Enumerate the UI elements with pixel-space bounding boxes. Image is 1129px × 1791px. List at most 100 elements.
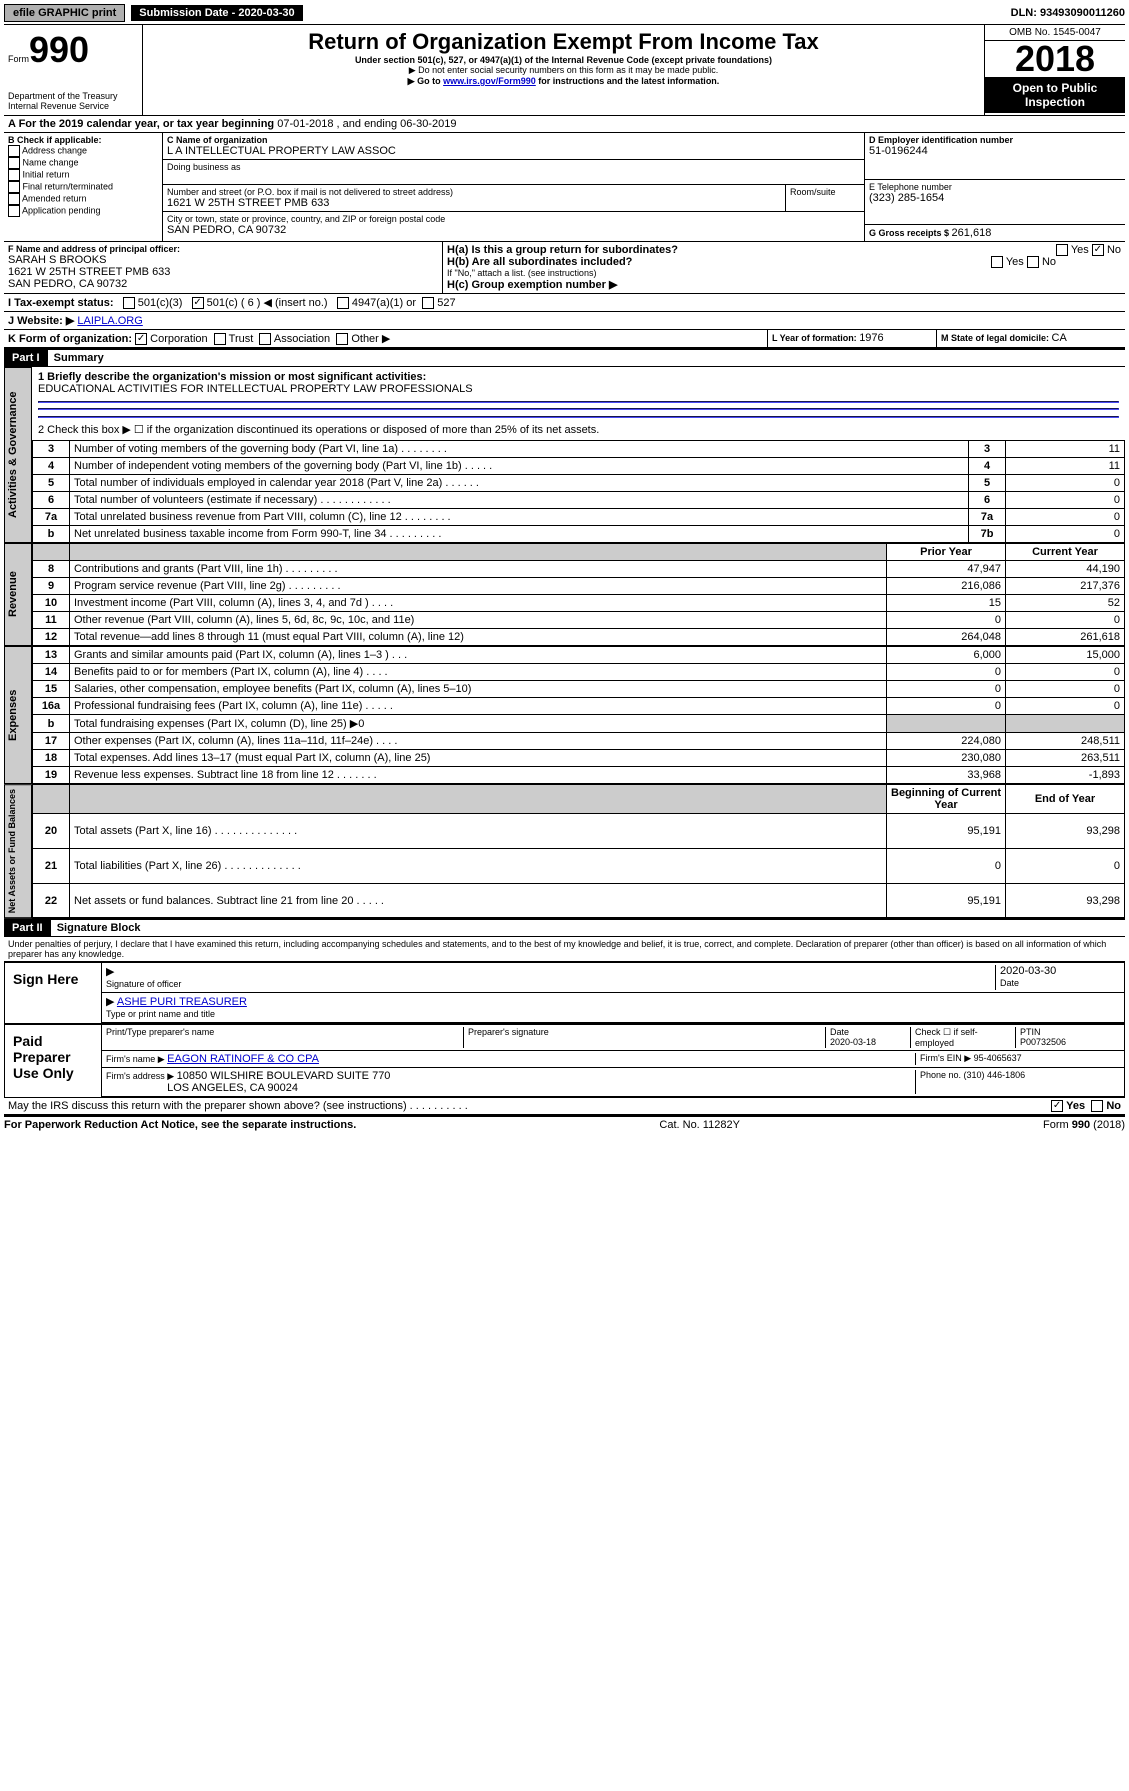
i-c3-check[interactable]	[123, 297, 135, 309]
table-row: bNet unrelated business taxable income f…	[33, 526, 1125, 543]
c-addr-label: Number and street (or P.O. box if mail i…	[167, 187, 781, 197]
boxb-item[interactable]: Initial return	[8, 169, 158, 181]
paid-label: Paid Preparer Use Only	[5, 1025, 102, 1097]
firm-addr2: LOS ANGELES, CA 90024	[167, 1082, 298, 1094]
footer-left: For Paperwork Reduction Act Notice, see …	[4, 1119, 356, 1131]
header-center: Return of Organization Exempt From Incom…	[143, 25, 984, 115]
firm-name-label: Firm's name ▶	[106, 1054, 167, 1064]
firm-name-link[interactable]: EAGON RATINOFF & CO CPA	[167, 1053, 319, 1065]
form-id-box: Form990 Department of the Treasury Inter…	[4, 25, 143, 115]
table-row: 7aTotal unrelated business revenue from …	[33, 509, 1125, 526]
part1-body: Activities & Governance 1 Briefly descri…	[4, 367, 1125, 543]
f-addr1: 1621 W 25TH STREET PMB 633	[8, 266, 438, 278]
website-link[interactable]: LAIPLA.ORG	[77, 315, 142, 327]
k-other-check[interactable]	[336, 333, 348, 345]
j-row: J Website: ▶ LAIPLA.ORG	[4, 312, 1125, 330]
prep-date-label: Date	[830, 1027, 849, 1037]
gov-label: Activities & Governance	[4, 367, 32, 543]
hb-yes-check[interactable]	[991, 256, 1003, 268]
d-val: 51-0196244	[869, 145, 1121, 157]
sign-here-block: Sign Here ▶Signature of officer 2020-03-…	[4, 961, 1125, 1024]
sig-officer-label: Signature of officer	[106, 979, 181, 989]
klm-row: K Form of organization: ✓ Corporation Tr…	[4, 330, 1125, 348]
k-label: K Form of organization:	[8, 333, 132, 345]
prep-date: 2020-03-18	[830, 1037, 876, 1047]
sub3-post: for instructions and the latest informat…	[536, 76, 720, 86]
part2-header: Part II Signature Block	[4, 918, 1125, 937]
ha-label: H(a) Is this a group return for subordin…	[447, 244, 678, 256]
form990-link[interactable]: www.irs.gov/Form990	[443, 76, 536, 86]
discuss-row: May the IRS discuss this return with the…	[4, 1098, 1125, 1115]
g-label: G Gross receipts $	[869, 228, 952, 238]
d-label: D Employer identification number	[869, 135, 1121, 145]
line1-val: EDUCATIONAL ACTIVITIES FOR INTELLECTUAL …	[38, 383, 1119, 395]
table-row: 18Total expenses. Add lines 13–17 (must …	[33, 750, 1125, 767]
part2-title: Signature Block	[57, 922, 141, 934]
k-trust-check[interactable]	[214, 333, 226, 345]
e-label: E Telephone number	[869, 182, 1121, 192]
sub3: ▶ Go to www.irs.gov/Form990 for instruct…	[147, 76, 980, 87]
i-row: I Tax-exempt status: 501(c)(3) ✓ 501(c) …	[4, 294, 1125, 312]
c-name: L A INTELLECTUAL PROPERTY LAW ASSOC	[167, 145, 860, 157]
i-c: 501(c) ( 6 ) ◀ (insert no.)	[207, 297, 328, 309]
boxb-item[interactable]: Application pending	[8, 205, 158, 217]
dln: DLN: 93493090011260	[1011, 7, 1125, 19]
ha-yes-check[interactable]	[1056, 244, 1068, 256]
part1-title: Summary	[54, 352, 104, 364]
paid-preparer-block: Paid Preparer Use Only Print/Type prepar…	[4, 1024, 1125, 1098]
ptin-label: PTIN	[1020, 1027, 1041, 1037]
table-row: 16aProfessional fundraising fees (Part I…	[33, 698, 1125, 715]
table-row: 8Contributions and grants (Part VIII, li…	[33, 561, 1125, 578]
gov-table: 3Number of voting members of the governi…	[32, 440, 1125, 543]
efile-button[interactable]: efile GRAPHIC print	[4, 4, 125, 22]
boxb-item[interactable]: Amended return	[8, 193, 158, 205]
boxb-item[interactable]: Address change	[8, 145, 158, 157]
ha-no-check[interactable]: ✓	[1092, 244, 1104, 256]
line2: 2 Check this box ▶ ☐ if the organization…	[38, 423, 1119, 436]
exp-block: Expenses 13Grants and similar amounts pa…	[4, 646, 1125, 784]
box-b: B Check if applicable: Address change Na…	[4, 133, 163, 241]
ha-row: H(a) Is this a group return for subordin…	[447, 244, 1121, 256]
dept2: Internal Revenue Service	[8, 101, 138, 111]
form-header: Form990 Department of the Treasury Inter…	[4, 25, 1125, 116]
prep-sig-label: Preparer's signature	[463, 1027, 825, 1048]
type-name-label: Type or print name and title	[106, 1009, 215, 1019]
top-bar: efile GRAPHIC print Submission Date - 20…	[4, 4, 1125, 25]
hb-no-check[interactable]	[1027, 256, 1039, 268]
table-row: bTotal fundraising expenses (Part IX, co…	[33, 715, 1125, 733]
c-dba-label: Doing business as	[167, 162, 860, 172]
officer-name-link[interactable]: ASHE PURI TREASURER	[117, 996, 247, 1008]
hb-label: H(b) Are all subordinates included?	[447, 256, 632, 268]
j-label: J Website: ▶	[8, 315, 77, 327]
k-assoc: Association	[274, 333, 330, 345]
submission-date-button[interactable]: Submission Date - 2020-03-30	[131, 5, 302, 21]
c-name-label: C Name of organization	[167, 135, 860, 145]
k-assoc-check[interactable]	[259, 333, 271, 345]
end-hdr: End of Year	[1006, 785, 1125, 814]
hb-yes: Yes	[1006, 256, 1024, 268]
l-val: 1976	[859, 332, 883, 344]
table-row: 9Program service revenue (Part VIII, lin…	[33, 578, 1125, 595]
subdate-val: 2020-03-30	[238, 7, 294, 19]
box-b-label: B Check if applicable:	[8, 135, 158, 145]
table-row: 15Salaries, other compensation, employee…	[33, 681, 1125, 698]
beg-hdr: Beginning of Current Year	[887, 785, 1006, 814]
boxb-item[interactable]: Final return/terminated	[8, 181, 158, 193]
rev-label: Revenue	[4, 543, 32, 646]
sign-here-label: Sign Here	[5, 963, 102, 1023]
period-row: A For the 2019 calendar year, or tax yea…	[4, 116, 1125, 133]
k-corp-check[interactable]: ✓	[135, 333, 147, 345]
i-c-check[interactable]: ✓	[192, 297, 204, 309]
i-527-check[interactable]	[422, 297, 434, 309]
boxb-item[interactable]: Name change	[8, 157, 158, 169]
part1-tag: Part I	[4, 350, 48, 366]
dln-val: 93493090011260	[1040, 7, 1125, 19]
sub3-pre: ▶ Go to	[408, 76, 443, 86]
part1-header: Part I Summary	[4, 348, 1125, 367]
discuss-yes-check[interactable]: ✓	[1051, 1100, 1063, 1112]
discuss-no-check[interactable]	[1091, 1100, 1103, 1112]
i-a1: 4947(a)(1) or	[352, 297, 416, 309]
na-label: Net Assets or Fund Balances	[4, 784, 32, 918]
discuss-text: May the IRS discuss this return with the…	[8, 1100, 468, 1112]
i-a1-check[interactable]	[337, 297, 349, 309]
